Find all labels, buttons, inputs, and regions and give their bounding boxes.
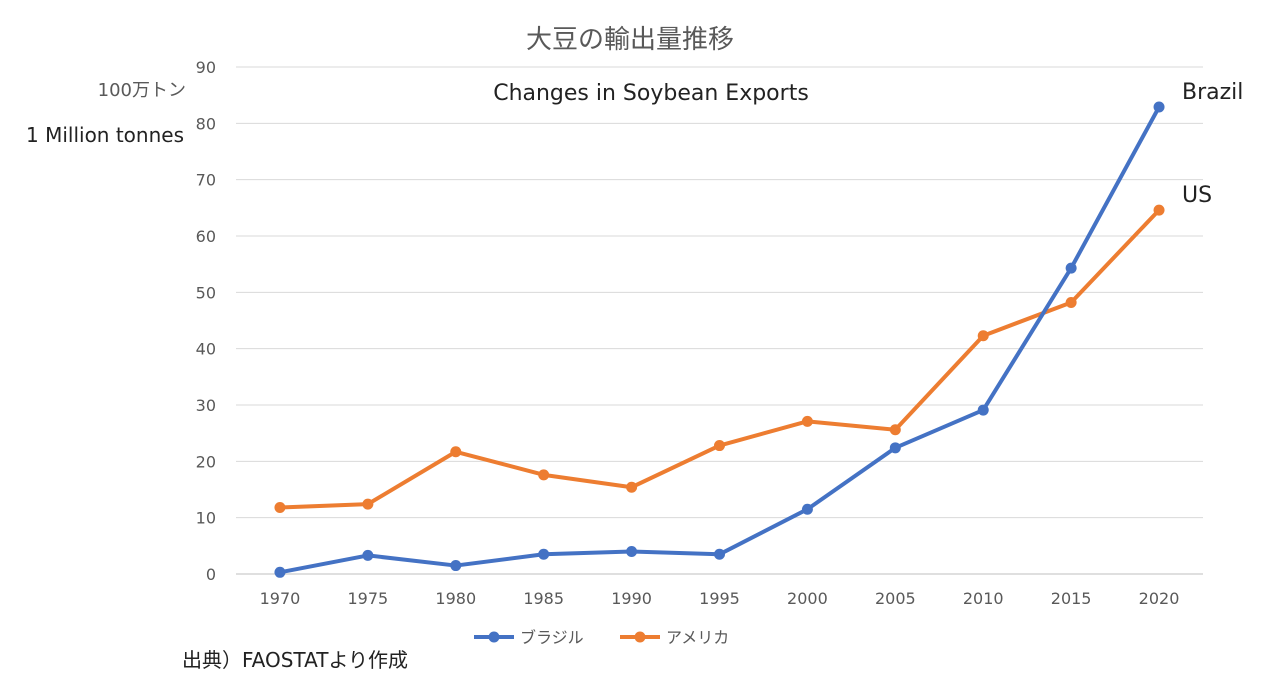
legend-marker-brazil [488, 631, 500, 643]
data-point-us [538, 469, 550, 481]
x-tick-label: 1995 [699, 589, 740, 608]
data-point-brazil [274, 566, 286, 578]
legend: ブラジル アメリカ [474, 628, 729, 647]
x-tick-label: 2010 [963, 589, 1004, 608]
gridlines [236, 66, 1203, 575]
data-point-brazil [1065, 262, 1077, 274]
data-point-us [362, 498, 374, 510]
y-tick-label: 70 [196, 171, 216, 190]
data-point-brazil [1153, 101, 1165, 113]
x-tick-label: 1990 [611, 589, 652, 608]
x-tick-label: 2020 [1139, 589, 1180, 608]
series-end-labels: US Brazil [1182, 80, 1243, 208]
series-line-brazil [277, 104, 1162, 575]
data-point-us [626, 481, 638, 493]
x-tick-label: 2015 [1051, 589, 1092, 608]
series-line-us [277, 208, 1162, 510]
end-label-brazil: Brazil [1182, 80, 1243, 105]
data-point-us [450, 446, 462, 458]
legend-label-brazil: ブラジル [520, 628, 584, 647]
y-tick-label: 10 [196, 509, 216, 528]
data-point-us [889, 424, 901, 436]
x-axis-ticks: 1970 1975 1980 1985 1990 1995 2000 2005 2010 2015… [260, 589, 1180, 608]
x-tick-label: 1975 [348, 589, 389, 608]
y-axis-ticks: 0 10 20 30 40 50 60 70 80 90 [196, 58, 216, 584]
y-tick-label: 90 [196, 58, 216, 77]
data-point-us [274, 502, 286, 514]
data-point-brazil [714, 548, 725, 560]
data-point-us [977, 330, 989, 342]
data-point-brazil [450, 560, 462, 572]
x-tick-label: 1985 [523, 589, 564, 608]
x-tick-label: 2000 [787, 589, 828, 608]
y-tick-label: 60 [196, 227, 216, 246]
unit-label-japanese: 100万トン [98, 80, 186, 101]
legend-item-us: アメリカ [620, 628, 729, 647]
y-tick-label: 50 [196, 283, 216, 302]
y-tick-label: 30 [196, 396, 216, 415]
y-tick-label: 40 [196, 340, 216, 359]
data-point-brazil [626, 545, 638, 557]
legend-marker-us [634, 631, 646, 643]
y-tick-label: 0 [206, 565, 216, 584]
chart-title: 大豆の輸出量推移 [526, 25, 734, 55]
data-point-us [801, 415, 813, 427]
data-point-brazil [538, 548, 550, 560]
y-tick-label: 80 [196, 114, 216, 133]
data-point-us [1065, 296, 1077, 308]
x-tick-label: 1970 [260, 589, 301, 608]
chart-subtitle: Changes in Soybean Exports [493, 81, 809, 106]
source-note: 出典）FAOSTATより作成 [182, 648, 408, 672]
legend-item-brazil: ブラジル [474, 628, 584, 647]
end-label-us: US [1182, 183, 1212, 208]
data-point-brazil [977, 404, 989, 416]
data-point-us [714, 440, 725, 452]
data-point-brazil [801, 503, 813, 515]
x-tick-label: 2005 [875, 589, 916, 608]
series-layer [274, 101, 1165, 578]
data-point-us [1153, 204, 1165, 216]
legend-label-us: アメリカ [666, 628, 729, 647]
x-tick-label: 1980 [435, 589, 476, 608]
series-us [274, 204, 1165, 514]
data-point-brazil [889, 442, 901, 454]
y-tick-label: 20 [196, 452, 216, 471]
unit-label-english: 1 Million tonnes [26, 123, 184, 147]
data-point-brazil [362, 549, 374, 561]
series-brazil [274, 101, 1165, 578]
